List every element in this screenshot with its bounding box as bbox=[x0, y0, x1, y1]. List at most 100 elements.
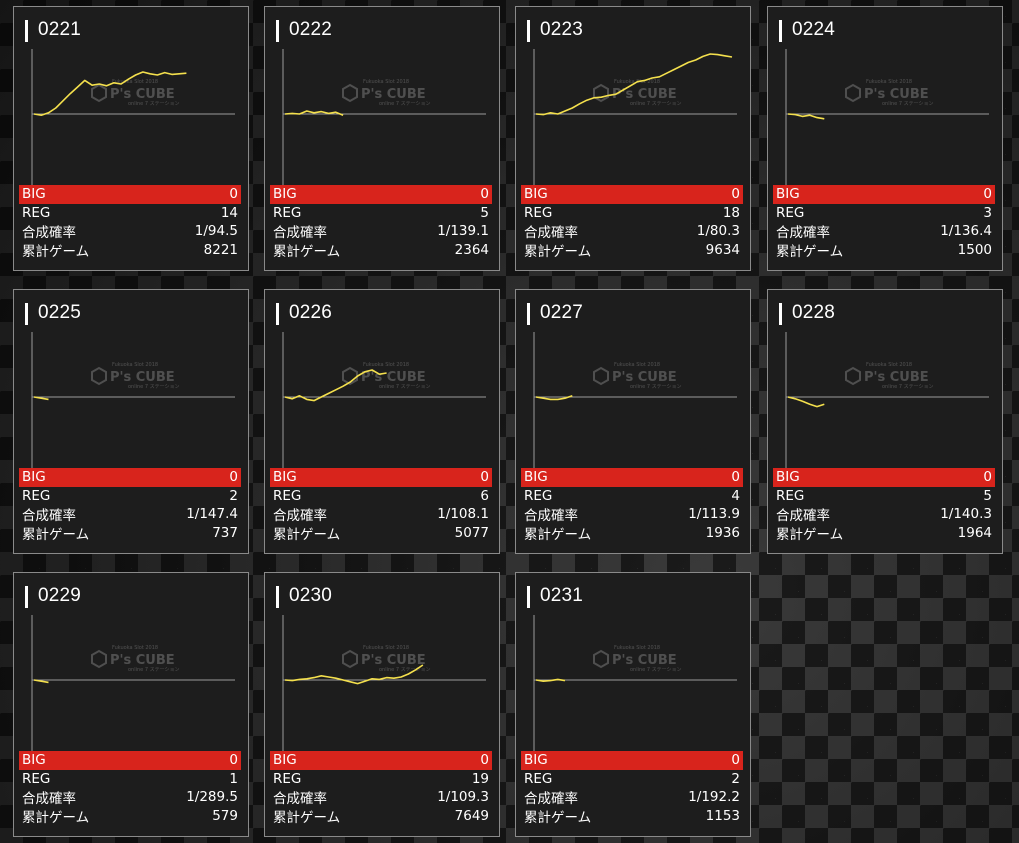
games-value: 2364 bbox=[454, 241, 489, 258]
title-accent bbox=[276, 586, 279, 608]
big-row: BIG 0 bbox=[521, 468, 743, 487]
reg-label: REG bbox=[273, 770, 302, 787]
stats-table: BIG 0 REG 3 合成確率 1/136.4 累計ゲーム 1500 bbox=[773, 185, 995, 260]
reg-row: REG 2 bbox=[19, 487, 241, 506]
cube-icon bbox=[593, 83, 609, 103]
games-label: 累計ゲーム bbox=[273, 809, 341, 826]
rate-value: 1/113.9 bbox=[688, 506, 740, 523]
title-accent bbox=[779, 303, 782, 325]
reg-row: REG 14 bbox=[19, 204, 241, 223]
cube-icon bbox=[342, 83, 358, 103]
title-accent bbox=[25, 20, 28, 42]
machine-card[interactable]: 0229 Fukuoka Slot 2018 P's CUBE online 7 ス… bbox=[13, 572, 249, 837]
big-value: 0 bbox=[229, 186, 238, 203]
big-label: BIG bbox=[273, 469, 297, 486]
rate-value: 1/289.5 bbox=[186, 789, 238, 806]
big-label: BIG bbox=[524, 469, 548, 486]
reg-label: REG bbox=[273, 204, 302, 221]
rate-label: 合成確率 bbox=[524, 791, 578, 808]
watermark-top-text: Fukuoka Slot 2018 bbox=[866, 362, 912, 368]
reg-row: REG 2 bbox=[521, 770, 743, 789]
reg-value: 2 bbox=[731, 770, 740, 787]
big-label: BIG bbox=[776, 469, 800, 486]
machine-card[interactable]: 0225 Fukuoka Slot 2018 P's CUBE online 7 ス… bbox=[13, 289, 249, 554]
big-row: BIG 0 bbox=[270, 751, 492, 770]
watermark-top-text: Fukuoka Slot 2018 bbox=[363, 645, 409, 651]
machine-number: 0224 bbox=[792, 19, 836, 40]
cube-icon bbox=[91, 366, 107, 386]
machine-card[interactable]: 0228 Fukuoka Slot 2018 P's CUBE online 7 ス… bbox=[767, 289, 1003, 554]
games-row: 累計ゲーム 1936 bbox=[521, 524, 743, 543]
title-accent bbox=[527, 586, 530, 608]
machine-number: 0223 bbox=[540, 19, 584, 40]
machine-card[interactable]: 0226 Fukuoka Slot 2018 P's CUBE online 7 ス… bbox=[264, 289, 500, 554]
rate-label: 合成確率 bbox=[776, 508, 830, 525]
title-accent bbox=[527, 20, 530, 42]
title-accent bbox=[276, 303, 279, 325]
rate-label: 合成確率 bbox=[273, 791, 327, 808]
series-line bbox=[787, 113, 825, 120]
reg-value: 2 bbox=[229, 487, 238, 504]
machine-card[interactable]: 0221 Fukuoka Slot 2018 P's CUBE online 7 ス… bbox=[13, 6, 249, 271]
rate-label: 合成確率 bbox=[22, 791, 76, 808]
rate-value: 1/80.3 bbox=[696, 223, 740, 240]
series-line bbox=[535, 678, 566, 682]
series-line bbox=[33, 71, 187, 116]
stats-table: BIG 0 REG 19 合成確率 1/109.3 累計ゲーム 7649 bbox=[270, 751, 492, 826]
reg-value: 3 bbox=[983, 204, 992, 221]
watermark-top-text: Fukuoka Slot 2018 bbox=[112, 645, 158, 651]
cube-icon bbox=[845, 83, 861, 103]
title-accent bbox=[779, 20, 782, 42]
machine-number: 0230 bbox=[289, 585, 333, 606]
machine-card[interactable]: 0230 Fukuoka Slot 2018 P's CUBE online 7 ス… bbox=[264, 572, 500, 837]
watermark-sub-text: online 7 ステーション bbox=[379, 384, 431, 390]
watermark-logo-text: P's CUBE bbox=[110, 370, 175, 385]
stats-table: BIG 0 REG 5 合成確率 1/140.3 累計ゲーム 1964 bbox=[773, 468, 995, 543]
watermark-logo-text: P's CUBE bbox=[110, 653, 175, 668]
watermark-sub-text: online 7 ステーション bbox=[630, 667, 682, 673]
machine-card[interactable]: 0231 Fukuoka Slot 2018 P's CUBE online 7 ス… bbox=[515, 572, 751, 837]
machine-card[interactable]: 0223 Fukuoka Slot 2018 P's CUBE online 7 ス… bbox=[515, 6, 751, 271]
watermark-sub-text: online 7 ステーション bbox=[128, 101, 180, 107]
watermark-sub-text: online 7 ステーション bbox=[379, 667, 431, 673]
machine-number: 0228 bbox=[792, 302, 836, 323]
machine-number: 0231 bbox=[540, 585, 584, 606]
reg-label: REG bbox=[22, 487, 51, 504]
machine-card[interactable]: 0224 Fukuoka Slot 2018 P's CUBE online 7 ス… bbox=[767, 6, 1003, 271]
games-row: 累計ゲーム 1153 bbox=[521, 807, 743, 826]
watermark-top-text: Fukuoka Slot 2018 bbox=[614, 645, 660, 651]
big-value: 0 bbox=[731, 752, 740, 769]
games-label: 累計ゲーム bbox=[22, 809, 90, 826]
rate-value: 1/192.2 bbox=[688, 789, 740, 806]
reg-row: REG 5 bbox=[270, 204, 492, 223]
cube-icon bbox=[593, 366, 609, 386]
games-label: 累計ゲーム bbox=[776, 526, 844, 543]
rate-row: 合成確率 1/192.2 bbox=[521, 788, 743, 807]
games-value: 5077 bbox=[454, 524, 489, 541]
big-value: 0 bbox=[480, 752, 489, 769]
watermark-logo-text: P's CUBE bbox=[864, 87, 929, 102]
stats-table: BIG 0 REG 6 合成確率 1/108.1 累計ゲーム 5077 bbox=[270, 468, 492, 543]
machine-card[interactable]: 0222 Fukuoka Slot 2018 P's CUBE online 7 ス… bbox=[264, 6, 500, 271]
cube-icon bbox=[593, 649, 609, 669]
machine-card[interactable]: 0227 Fukuoka Slot 2018 P's CUBE online 7 ス… bbox=[515, 289, 751, 554]
reg-label: REG bbox=[22, 204, 51, 221]
series-line bbox=[535, 395, 573, 401]
big-value: 0 bbox=[480, 186, 489, 203]
big-value: 0 bbox=[480, 469, 489, 486]
big-label: BIG bbox=[524, 186, 548, 203]
games-value: 9634 bbox=[705, 241, 740, 258]
reg-label: REG bbox=[524, 770, 553, 787]
watermark-logo-text: P's CUBE bbox=[612, 87, 677, 102]
games-row: 累計ゲーム 9634 bbox=[521, 241, 743, 260]
stats-table: BIG 0 REG 1 合成確率 1/289.5 累計ゲーム 579 bbox=[19, 751, 241, 826]
games-label: 累計ゲーム bbox=[22, 243, 90, 260]
watermark-top-text: Fukuoka Slot 2018 bbox=[866, 79, 912, 85]
cube-icon bbox=[342, 649, 358, 669]
cube-icon bbox=[91, 649, 107, 669]
